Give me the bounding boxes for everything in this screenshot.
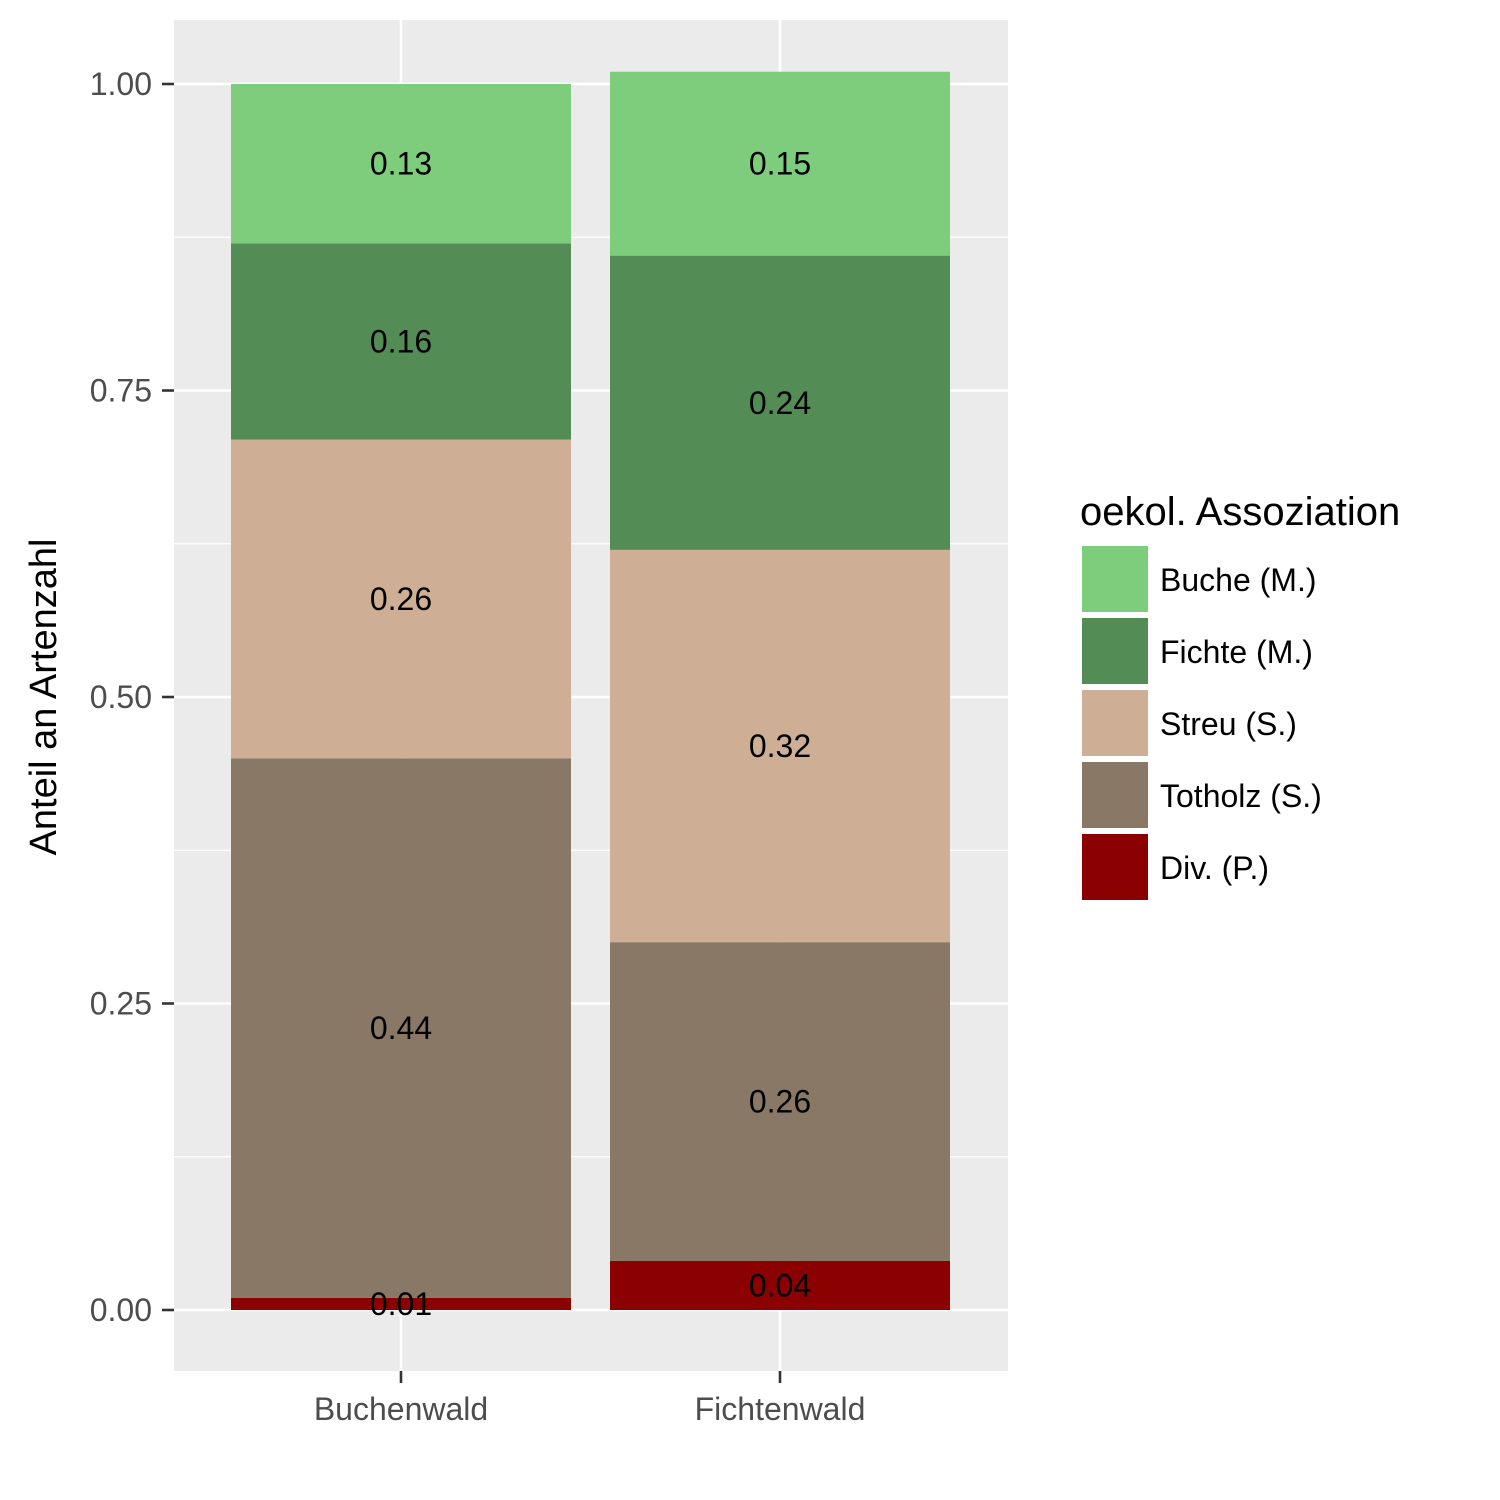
data-label: 0.32 xyxy=(749,728,811,764)
bar-segment xyxy=(610,549,950,943)
y-tick-label: 1.00 xyxy=(90,66,152,102)
bar-segment xyxy=(610,942,950,1261)
legend-label: Div. (P.) xyxy=(1160,850,1269,886)
legend-label: Buche (M.) xyxy=(1160,562,1316,598)
data-label: 0.26 xyxy=(370,581,432,617)
bar-segment xyxy=(610,1260,950,1310)
bar-segment xyxy=(231,1297,571,1310)
legend-swatch xyxy=(1082,690,1148,756)
bar-segment xyxy=(231,243,571,440)
legend-label: Totholz (S.) xyxy=(1160,778,1322,814)
data-label: 0.15 xyxy=(749,146,811,182)
y-axis: 0.00 0.25 0.50 0.75 1.00 xyxy=(90,66,174,1328)
data-label: 0.13 xyxy=(370,146,432,182)
data-label: 0.01 xyxy=(370,1286,432,1322)
data-label: 0.26 xyxy=(749,1084,811,1120)
bar-segment xyxy=(231,758,571,1298)
bar-segment xyxy=(231,439,571,759)
bar-segment xyxy=(610,255,950,550)
legend-swatch xyxy=(1082,618,1148,684)
y-tick-label: 0.75 xyxy=(90,373,152,409)
legend-swatch xyxy=(1082,762,1148,828)
legend-label: Streu (S.) xyxy=(1160,706,1297,742)
data-label: 0.16 xyxy=(370,323,432,359)
y-axis-title: Anteil an Artenzahl xyxy=(23,539,65,856)
data-label: 0.24 xyxy=(749,385,811,421)
legend-swatch xyxy=(1082,546,1148,612)
data-label: 0.44 xyxy=(370,1010,432,1046)
legend: oekol. Assoziation Buche (M.) Fichte (M.)… xyxy=(1080,490,1400,900)
y-tick-label: 0.25 xyxy=(90,986,152,1022)
legend-title: oekol. Assoziation xyxy=(1080,490,1400,534)
y-tick-label: 0.00 xyxy=(90,1292,152,1328)
x-tick-label: Buchenwald xyxy=(314,1391,488,1427)
x-tick-label: Fichtenwald xyxy=(695,1391,866,1427)
y-tick-label: 0.50 xyxy=(90,679,152,715)
x-axis: Buchenwald Fichtenwald xyxy=(314,1371,866,1427)
data-label: 0.04 xyxy=(749,1267,811,1303)
bar-segments xyxy=(231,71,950,1310)
data-labels: 0.01 0.44 0.26 0.16 0.13 0.04 0.26 0.32 0.24 0.15 xyxy=(370,146,811,1322)
legend-label: Fichte (M.) xyxy=(1160,634,1313,670)
bar-segment xyxy=(231,84,571,244)
legend-swatch xyxy=(1082,834,1148,900)
legend-items: Buche (M.) Fichte (M.) Streu (S.) Totholz (… xyxy=(1082,546,1322,900)
bar-segment xyxy=(610,71,950,256)
